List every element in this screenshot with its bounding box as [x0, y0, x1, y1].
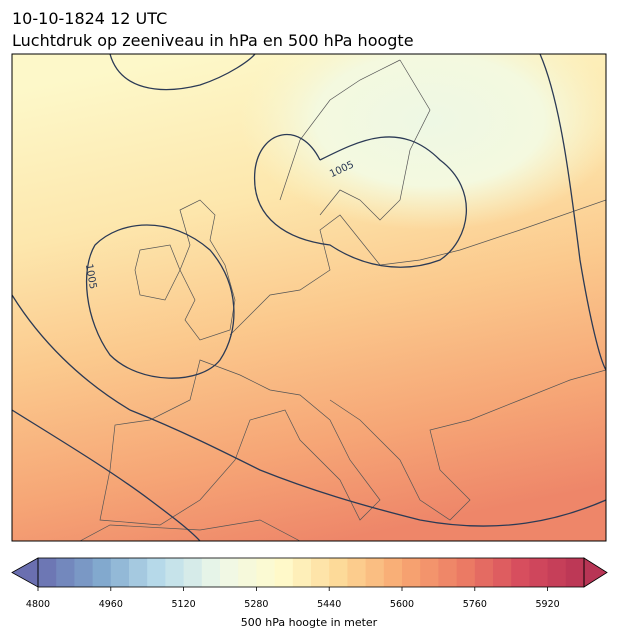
colorbar-segment	[438, 558, 458, 587]
colorbar-segment	[165, 558, 185, 587]
colorbar-segment	[183, 558, 203, 587]
colorbar-extend-low	[11, 557, 39, 588]
colorbar-segment	[311, 558, 330, 587]
coastlines	[79, 59, 606, 541]
colorbar-segment	[274, 558, 294, 587]
colorbar-segment	[129, 558, 148, 587]
colorbar-label: 500 hPa hoogte in meter	[241, 616, 378, 629]
colorbar-segment	[56, 558, 75, 587]
colorbar-segment	[110, 558, 130, 587]
colorbar-segment	[456, 558, 476, 587]
colorbar-segment	[329, 558, 348, 587]
colorbar-tick-label: 5440	[317, 599, 341, 610]
colorbar-segment	[256, 558, 276, 587]
colorbar-tick-label: 5920	[536, 599, 560, 610]
colorbar-tick-label: 5280	[244, 599, 268, 610]
colorbar-tick-label: 5760	[463, 599, 487, 610]
colorbar-segment	[238, 558, 257, 587]
colorbar-segment	[383, 558, 403, 587]
colorbar-tick-label: 5120	[172, 599, 196, 610]
colorbar-segment	[402, 558, 421, 587]
colorbar-tick-label: 5600	[390, 599, 414, 610]
colorbar-segment	[347, 558, 367, 587]
colorbar-segment	[92, 558, 112, 587]
map-frame	[11, 53, 607, 542]
map-area: 1005 1005	[12, 54, 606, 541]
date-title: 10-10-1824 12 UTC	[12, 9, 167, 28]
isobars	[12, 54, 606, 541]
colorbar-segment	[511, 558, 530, 587]
contour-label: 1005	[83, 263, 98, 290]
colorbar-segment	[38, 558, 57, 587]
colorbar-segment	[493, 558, 512, 587]
colorbar-segment	[474, 558, 494, 587]
colorbar-segment	[365, 558, 385, 587]
colorbar-tick-label: 4960	[99, 599, 123, 610]
colorbar-segment	[74, 558, 94, 587]
map-title: Luchtdruk op zeeniveau in hPa en 500 hPa…	[12, 31, 414, 50]
colorbar-segment	[201, 558, 221, 587]
colorbar-segment	[565, 558, 585, 587]
height-field-low	[240, 54, 606, 230]
colorbar-tick-label: 4800	[26, 599, 50, 610]
colorbar-segment	[420, 558, 439, 587]
colorbar-segment	[292, 558, 312, 587]
colorbar-segment	[529, 558, 549, 587]
colorbar-frame	[37, 557, 585, 588]
colorbar-segment	[147, 558, 166, 587]
colorbar-segment	[220, 558, 239, 587]
colorbar: 4800 4960 5120 5280 5440 5600 5760 5920	[11, 557, 608, 610]
colorbar-extend-high	[583, 557, 608, 588]
colorbar-segment	[547, 558, 567, 587]
